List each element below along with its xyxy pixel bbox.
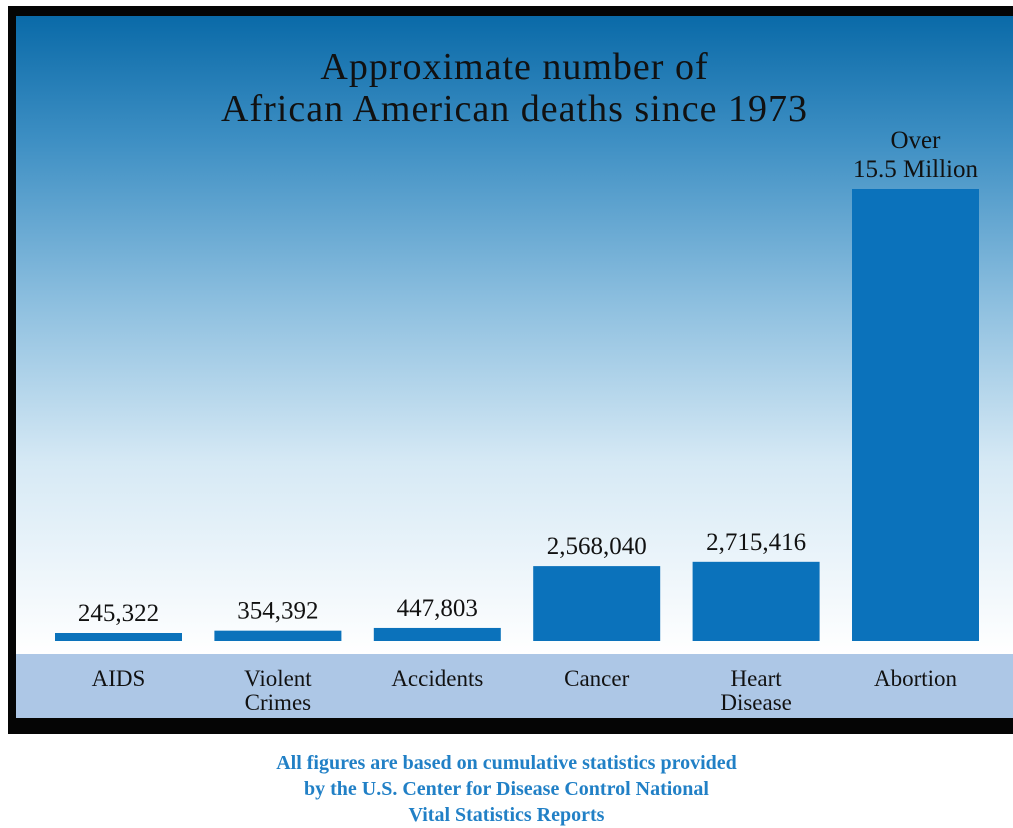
category-label: Accidents (391, 666, 483, 691)
chart-title-line: African American deaths since 1973 (221, 88, 808, 130)
category-label: AIDS (92, 666, 146, 691)
category-label: Heart Disease (720, 666, 792, 715)
bar-value-label: 2,715,416 (706, 529, 806, 556)
category-label: Abortion (874, 666, 958, 691)
bar (55, 633, 182, 641)
plot-area (16, 16, 1013, 654)
source-note: All figures are based on cumulative stat… (0, 750, 1013, 828)
bar-value-label: 2,568,040 (547, 533, 647, 560)
source-note-line: All figures are based on cumulative stat… (276, 752, 737, 774)
bar-value-label: Over 15.5 Million (853, 127, 979, 183)
bar-chart: 245,322 AIDS 354,392 Violent Crimes 447,803 Ac… (55, 127, 979, 715)
bar-value-label: 447,803 (397, 595, 478, 622)
bar (852, 189, 979, 641)
bar (214, 630, 342, 641)
bar-value-label: 354,392 (237, 598, 318, 625)
source-note-line: Vital Statistics Reports (408, 804, 605, 826)
category-band (16, 654, 1013, 718)
bar (373, 627, 501, 641)
chart-title: Approximate number of African American d… (16, 46, 1013, 130)
category-label: Violent Crimes (244, 666, 312, 715)
bar-value-label: 245,322 (78, 600, 159, 627)
bar (533, 566, 661, 641)
bar (692, 561, 820, 641)
chart-title-line: Approximate number of (320, 46, 709, 88)
category-label: Cancer (564, 666, 629, 691)
source-note-line: by the U.S. Center for Disease Control N… (304, 778, 709, 800)
